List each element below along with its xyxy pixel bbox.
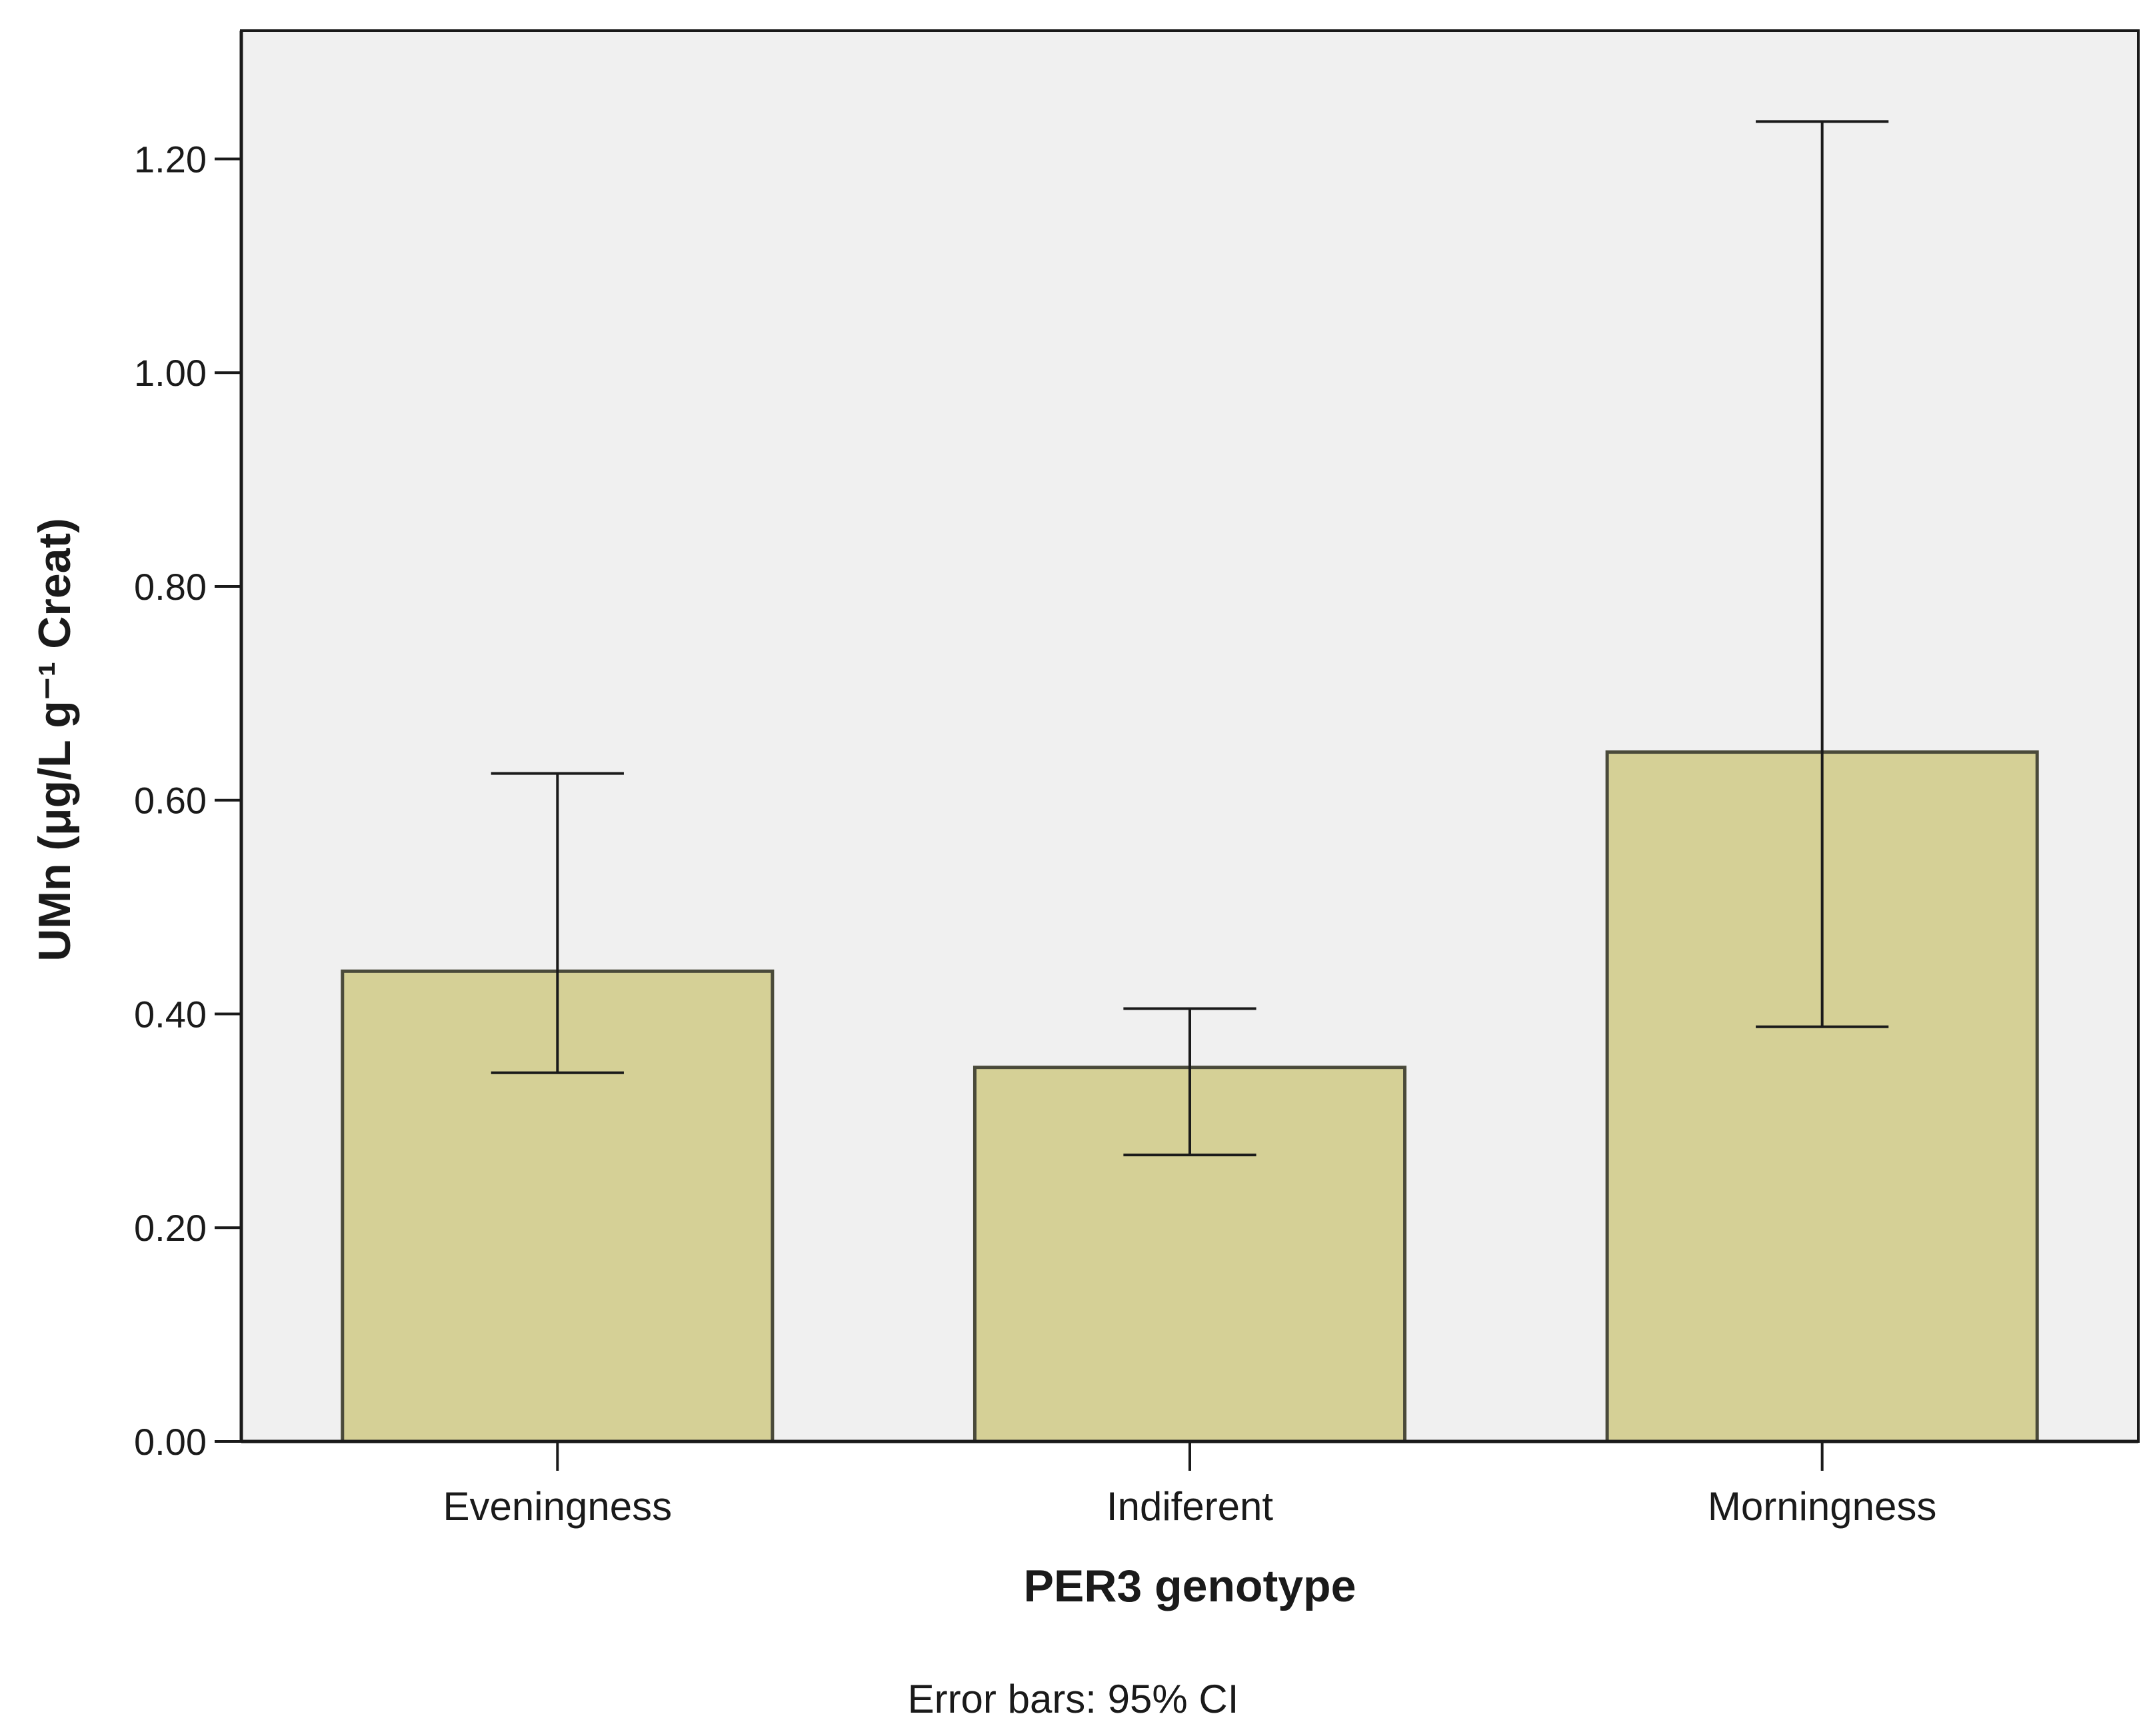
y-tick-label: 1.20 [134,138,207,180]
error-bar-indiferent [1123,1007,1256,1157]
error-bar-eveningness [491,772,624,1074]
x-tick-label: Eveningness [443,1484,673,1529]
y-tick-label: 0.00 [134,1421,207,1463]
y-axis-title: UMn (μg/L g⁻¹ Creat) [29,518,80,962]
x-tick-label: Morningness [1708,1484,1937,1529]
error-bars-layer [491,120,1889,1157]
x-ticks-layer: Eveningness Indiferent Morningness [443,1441,1937,1529]
y-tick-label: 0.20 [134,1207,207,1249]
y-tick-label: 0.40 [134,993,207,1035]
y-tick-label: 1.00 [134,352,207,394]
y-tick-label: 0.80 [134,566,207,608]
error-bar-morningness [1756,120,1889,1028]
x-tick-label: Indiferent [1106,1484,1273,1529]
error-bars-footnote: Error bars: 95% CI [908,1677,1239,1721]
y-tick-label: 0.60 [134,780,207,822]
x-axis-title: PER3 genotype [1024,1561,1356,1611]
y-ticks-layer: 0.00 0.20 0.40 0.60 0.80 1.00 1.20 [134,138,241,1463]
